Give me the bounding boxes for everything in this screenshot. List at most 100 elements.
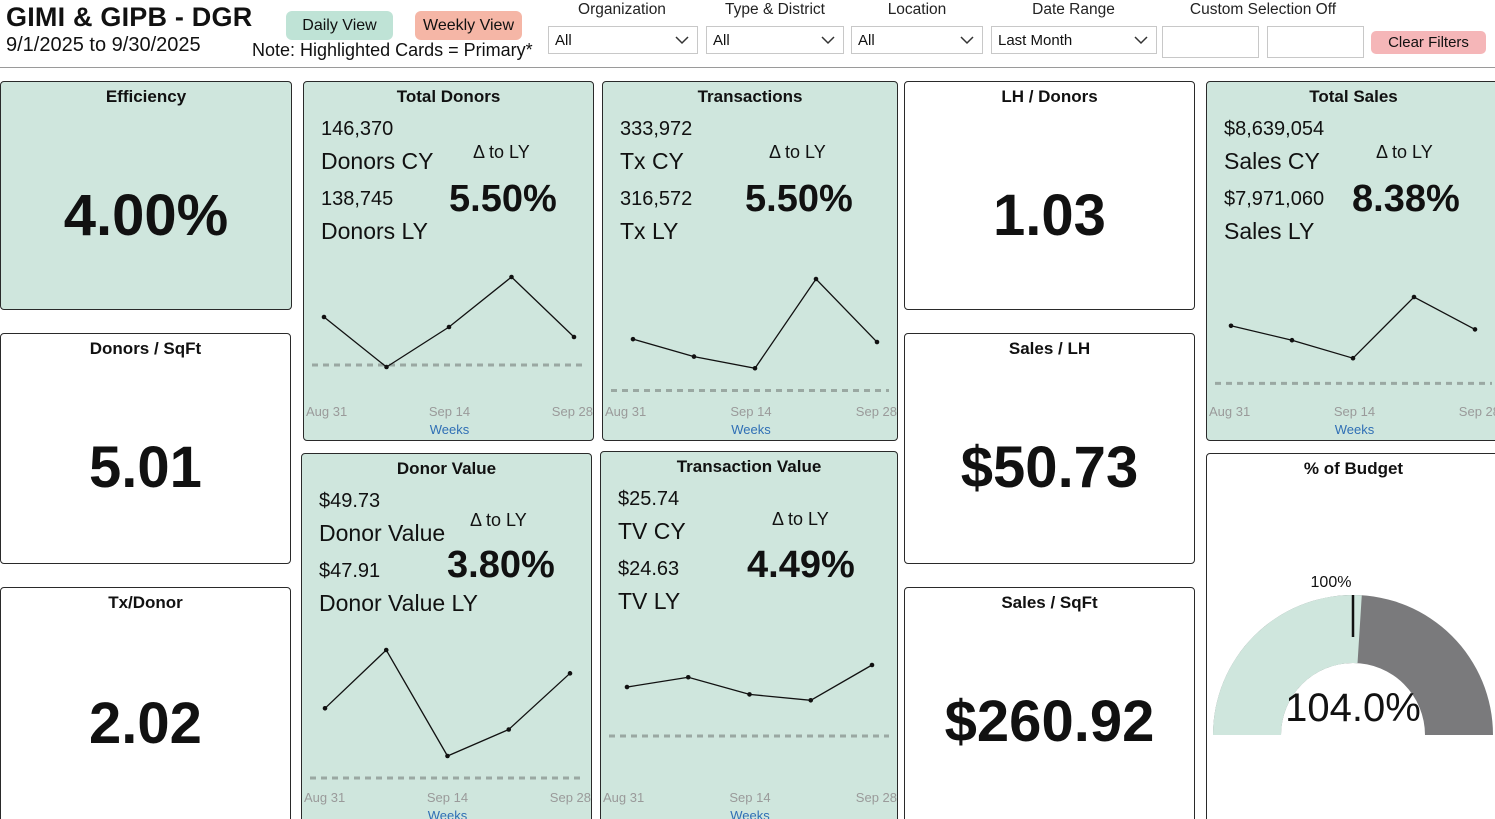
series-line xyxy=(324,648,571,757)
delta-label: Δ to LY xyxy=(772,509,829,529)
data-point xyxy=(691,354,697,359)
date-range-value: Last Month xyxy=(998,32,1073,49)
tx-ly-label: Tx LY xyxy=(620,218,679,244)
custom-end-input[interactable] xyxy=(1267,26,1364,58)
delta-value: 5.50% xyxy=(745,178,853,220)
page-title: GIMI & GIPB - DGR xyxy=(6,2,253,32)
transactions-card[interactable]: Transactions 333,972 Tx CY 316,572 Tx LY… xyxy=(602,81,898,441)
tv-ly-label: TV LY xyxy=(618,588,681,614)
dv-ly-value: $47.91 xyxy=(319,560,381,582)
data-point xyxy=(813,276,819,282)
x-tick-label: Sep 14 xyxy=(427,790,468,805)
tx-cy-label: Tx CY xyxy=(620,148,684,174)
gauge-target-label: 100% xyxy=(1311,574,1352,591)
sales-sqft-card[interactable]: Sales / SqFt $260.92 xyxy=(904,587,1195,819)
dv-cy-label: Donor Value xyxy=(319,520,446,546)
date-range-label: Date Range xyxy=(1032,1,1115,18)
type-district-value: All xyxy=(713,32,730,49)
gauge-fill xyxy=(1213,595,1362,735)
tv-ly-value: $24.63 xyxy=(618,558,680,580)
x-tick-label: Sep 28 xyxy=(856,790,897,805)
budget-card[interactable]: % of Budget 100% 104.0% xyxy=(1206,453,1495,819)
card-title: Sales / LH xyxy=(1008,339,1091,358)
x-tick-label: Aug 31 xyxy=(306,404,347,419)
series-line xyxy=(1230,296,1476,359)
chevron-down-icon xyxy=(821,36,835,45)
donors-cy-value: 146,370 xyxy=(321,118,394,140)
location-label: Location xyxy=(887,1,947,18)
organization-select[interactable]: All xyxy=(548,26,698,54)
x-tick-label: Aug 31 xyxy=(304,790,345,805)
donor-value-line-chart: Aug 31 Sep 14 Sep 28 Weeks xyxy=(304,647,591,819)
chevron-down-icon xyxy=(960,36,974,45)
tv-cy-value: $25.74 xyxy=(618,488,680,510)
custom-start-input[interactable] xyxy=(1162,26,1259,58)
card-title: Donors / SqFt xyxy=(89,339,202,358)
series-line xyxy=(323,276,575,368)
tv-cy-label: TV CY xyxy=(618,518,686,544)
date-range-select[interactable]: Last Month xyxy=(991,26,1157,54)
x-axis-title: Weeks xyxy=(430,422,470,437)
x-tick-label: Sep 14 xyxy=(1334,404,1375,419)
weekly-view-button[interactable]: Weekly View xyxy=(415,11,522,40)
card-title: Total Donors xyxy=(396,87,501,106)
donors-sqft-card[interactable]: Donors / SqFt 5.01 xyxy=(0,333,291,564)
x-axis-title: Weeks xyxy=(730,808,770,819)
data-point xyxy=(747,692,752,697)
delta-label: Δ to LY xyxy=(473,142,530,162)
card-title: Transactions xyxy=(697,87,803,106)
donor-value-card[interactable]: Donor Value $49.73 Donor Value $47.91 Do… xyxy=(301,453,592,819)
data-point xyxy=(685,674,691,680)
sales-sqft-value: $260.92 xyxy=(944,689,1155,754)
tx-ly-value: 316,572 xyxy=(620,188,693,210)
delta-value: 3.80% xyxy=(447,544,555,586)
total-sales-card[interactable]: Total Sales $8,639,054 Sales CY $7,971,0… xyxy=(1206,81,1495,441)
delta-label: Δ to LY xyxy=(769,142,826,162)
data-point xyxy=(384,364,389,370)
budget-gauge: 100% 104.0% xyxy=(1213,574,1493,735)
card-title: Total Sales xyxy=(1309,87,1398,106)
clear-filters-button[interactable]: Clear Filters xyxy=(1371,31,1486,54)
data-point xyxy=(874,339,880,345)
transactions-line-chart: Aug 31 Sep 14 Sep 28 Weeks xyxy=(605,276,897,437)
header-divider xyxy=(0,67,1495,68)
sales-line-chart: Aug 31 Sep 14 Sep 28 Weeks xyxy=(1209,294,1495,437)
daily-view-button[interactable]: Daily View xyxy=(286,11,393,40)
data-point xyxy=(1350,355,1356,361)
data-point xyxy=(567,671,573,676)
gauge-value: 104.0% xyxy=(1285,686,1421,730)
delta-value: 5.50% xyxy=(449,178,557,220)
donors-ly-value: 138,745 xyxy=(321,188,394,210)
sales-lh-value: $50.73 xyxy=(960,435,1139,500)
location-value: All xyxy=(858,32,875,49)
x-tick-label: Aug 31 xyxy=(603,790,644,805)
series-line xyxy=(632,277,878,369)
chevron-down-icon xyxy=(1134,36,1148,45)
type-district-select[interactable]: All xyxy=(706,26,844,54)
transaction-value-line-chart: Aug 31 Sep 14 Sep 28 Weeks xyxy=(603,662,897,819)
location-select[interactable]: All xyxy=(851,26,983,54)
sales-lh-card[interactable]: Sales / LH $50.73 xyxy=(904,333,1195,564)
data-point xyxy=(1228,323,1234,329)
total-donors-card[interactable]: Total Donors 146,370 Donors CY 138,745 D… xyxy=(303,81,594,441)
x-tick-label: Aug 31 xyxy=(605,404,646,419)
delta-label: Δ to LY xyxy=(1376,142,1433,162)
x-tick-label: Sep 28 xyxy=(552,404,593,419)
organization-label: Organization xyxy=(578,1,666,18)
data-point xyxy=(321,314,327,320)
card-title: % of Budget xyxy=(1303,459,1404,478)
transaction-value-card[interactable]: Transaction Value $25.74 TV CY $24.63 TV… xyxy=(600,451,898,819)
card-title: Donor Value xyxy=(396,459,497,478)
x-tick-label: Sep 14 xyxy=(729,790,770,805)
data-point xyxy=(1472,327,1478,332)
data-point xyxy=(322,706,328,711)
efficiency-card[interactable]: Efficiency 4.00% xyxy=(0,81,292,310)
sales-cy-label: Sales CY xyxy=(1224,148,1320,174)
x-axis-title: Weeks xyxy=(731,422,771,437)
tx-donor-card[interactable]: Tx/Donor 2.02 xyxy=(0,587,291,819)
lh-donors-card[interactable]: LH / Donors 1.03 xyxy=(904,81,1195,310)
data-point xyxy=(869,662,875,668)
tx-donor-value: 2.02 xyxy=(89,691,202,756)
x-tick-label: Sep 14 xyxy=(429,404,470,419)
data-point xyxy=(1411,294,1417,300)
